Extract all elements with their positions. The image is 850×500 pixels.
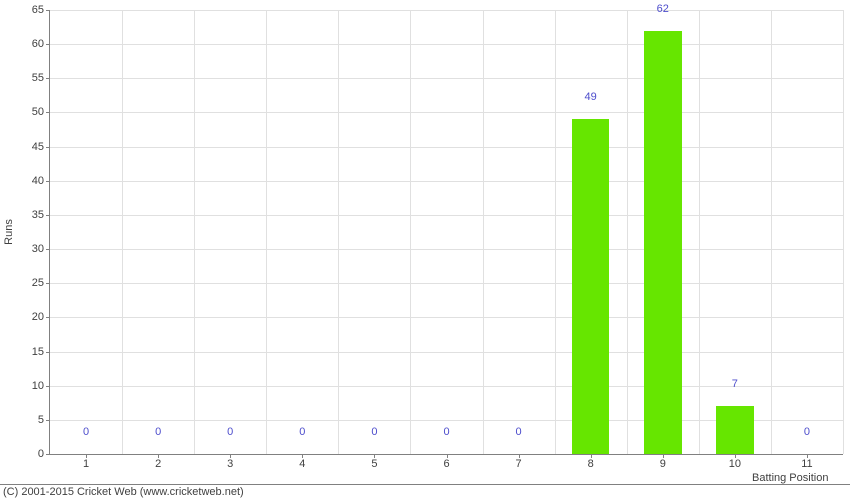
y-tick-label: 45 [32, 141, 50, 153]
bar [572, 119, 609, 454]
y-tick-label: 0 [38, 448, 50, 460]
x-tick-label: 10 [729, 454, 741, 470]
bar-value-label: 0 [299, 426, 305, 440]
gridline-vertical [266, 10, 267, 454]
bar-value-label: 0 [227, 426, 233, 440]
gridline-horizontal [50, 386, 843, 387]
bar-value-label: 62 [657, 3, 669, 17]
gridline-vertical [771, 10, 772, 454]
y-tick-label: 25 [32, 277, 50, 289]
bar [644, 31, 681, 455]
y-tick-label: 20 [32, 311, 50, 323]
gridline-vertical [699, 10, 700, 454]
gridline-horizontal [50, 215, 843, 216]
x-tick-label: 5 [371, 454, 377, 470]
y-tick-label: 40 [32, 175, 50, 187]
gridline-vertical [410, 10, 411, 454]
y-tick-label: 30 [32, 243, 50, 255]
y-tick-label: 15 [32, 346, 50, 358]
gridline-vertical [194, 10, 195, 454]
bar-value-label: 0 [371, 426, 377, 440]
y-axis-label: Runs [3, 219, 15, 245]
gridline-horizontal [50, 283, 843, 284]
gridline-vertical [338, 10, 339, 454]
y-tick-label: 10 [32, 380, 50, 392]
bar-value-label: 0 [155, 426, 161, 440]
bar-value-label: 0 [804, 426, 810, 440]
x-tick-label: 6 [443, 454, 449, 470]
bar-value-label: 7 [732, 378, 738, 392]
gridline-vertical [627, 10, 628, 454]
gridline-vertical [483, 10, 484, 454]
gridline-vertical [843, 10, 844, 454]
copyright-divider [0, 484, 850, 485]
bar-value-label: 0 [516, 426, 522, 440]
bar [716, 406, 753, 454]
gridline-horizontal [50, 112, 843, 113]
gridline-vertical [555, 10, 556, 454]
gridline-horizontal [50, 10, 843, 11]
y-tick-label: 5 [38, 414, 50, 426]
gridline-horizontal [50, 249, 843, 250]
gridline-horizontal [50, 147, 843, 148]
x-axis-label: Batting Position [752, 472, 828, 484]
x-tick-label: 8 [588, 454, 594, 470]
x-tick-label: 3 [227, 454, 233, 470]
gridline-horizontal [50, 78, 843, 79]
bar-value-label: 49 [585, 91, 597, 105]
gridline-horizontal [50, 44, 843, 45]
y-tick-label: 65 [32, 4, 50, 16]
y-tick-label: 60 [32, 38, 50, 50]
y-tick-label: 50 [32, 106, 50, 118]
chart-container: 0510152025303540455055606510203040506070… [0, 0, 850, 500]
x-tick-label: 1 [83, 454, 89, 470]
gridline-horizontal [50, 317, 843, 318]
x-tick-label: 7 [516, 454, 522, 470]
x-tick-label: 11 [801, 454, 812, 470]
y-tick-label: 35 [32, 209, 50, 221]
gridline-horizontal [50, 181, 843, 182]
x-tick-label: 4 [299, 454, 305, 470]
plot-area: 0510152025303540455055606510203040506070… [49, 10, 843, 455]
bar-value-label: 0 [83, 426, 89, 440]
gridline-horizontal [50, 352, 843, 353]
copyright-text: (C) 2001-2015 Cricket Web (www.cricketwe… [3, 486, 244, 498]
x-tick-label: 9 [660, 454, 666, 470]
gridline-vertical [122, 10, 123, 454]
y-tick-label: 55 [32, 72, 50, 84]
x-tick-label: 2 [155, 454, 161, 470]
bar-value-label: 0 [443, 426, 449, 440]
